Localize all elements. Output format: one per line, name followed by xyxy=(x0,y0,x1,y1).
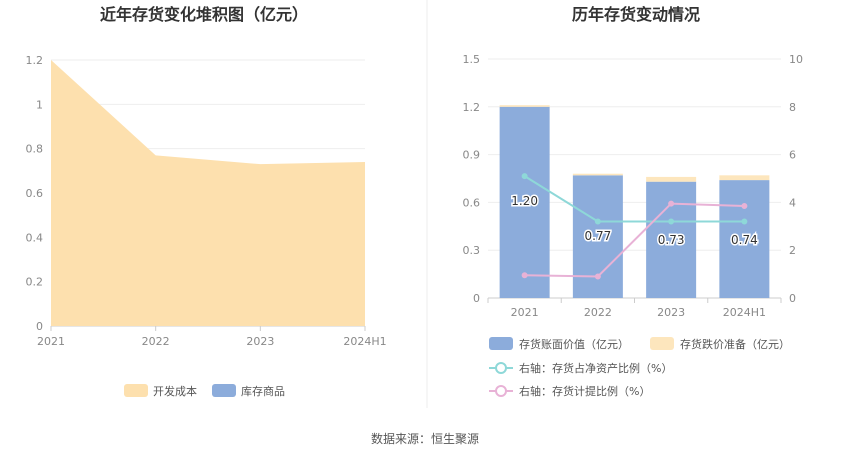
legend-item-net-asset-ratio[interactable]: 右轴：存货占净资产比例（%） xyxy=(489,361,672,375)
point-provision-ratio[interactable] xyxy=(594,273,601,280)
right-legend: 存货账面价值（亿元） 存货跌价准备（亿元） 右轴：存货占净资产比例（%） 右轴：… xyxy=(489,337,790,398)
legend-item-provision-ratio[interactable]: 右轴：存货计提比例（%） xyxy=(489,384,650,398)
inventory-stacked-area-chart: 近年存货变化堆积图（亿元） 0 0.2 0.4 0.6 0.8 1 1.2 2021 2022… xyxy=(26,5,387,398)
left-y-axis: 0 0.2 0.4 0.6 0.8 1 1.2 xyxy=(26,54,44,333)
point-net-asset-ratio[interactable] xyxy=(668,218,675,225)
left-y-tick-label: 1 xyxy=(36,98,43,111)
right-y-tick-label: 0.9 xyxy=(463,149,481,162)
point-provision-ratio[interactable] xyxy=(668,200,675,207)
left-y-tick-label: 0.6 xyxy=(26,187,44,200)
right-y2-tick-label: 8 xyxy=(789,101,796,114)
bar-value-label: 0.73 xyxy=(658,233,685,247)
right-y-tick-label: 0.6 xyxy=(463,196,481,209)
legend-swatch-dev-cost xyxy=(124,384,148,397)
point-provision-ratio[interactable] xyxy=(521,272,528,279)
legend-item-dev-cost[interactable]: 开发成本 xyxy=(124,384,197,398)
right-y2-tick-label: 4 xyxy=(789,196,796,209)
point-provision-ratio[interactable] xyxy=(741,202,748,209)
right-y-axis-right: 0 2 4 6 8 10 xyxy=(789,53,803,305)
right-y2-tick-label: 6 xyxy=(789,149,796,162)
right-x-axis: 2021 2022 2023 2024H1 xyxy=(487,298,782,319)
right-x-tick-label: 2024H1 xyxy=(723,306,766,319)
legend-swatch-impairment xyxy=(650,337,674,350)
left-y-tick-label: 0.2 xyxy=(26,276,44,289)
right-chart-title: 历年存货变动情况 xyxy=(572,5,700,24)
legend-item-book-value[interactable]: 存货账面价值（亿元） xyxy=(489,337,629,351)
right-x-tick-label: 2022 xyxy=(584,306,612,319)
legend-label-book-value: 存货账面价值（亿元） xyxy=(519,337,629,351)
legend-marker-provision-ratio xyxy=(495,385,507,397)
point-net-asset-ratio[interactable] xyxy=(594,218,601,225)
left-x-tick-label: 2022 xyxy=(142,335,170,348)
legend-swatch-inventory-goods xyxy=(212,384,236,397)
point-net-asset-ratio[interactable] xyxy=(521,173,528,180)
left-chart-title: 近年存货变化堆积图（亿元） xyxy=(100,5,308,24)
bar-impairment[interactable] xyxy=(646,176,697,182)
inventory-change-bar-chart: 历年存货变动情况 1.20 0.77 0.73 0.74 0 0.3 0.6 0.9 1.2 1… xyxy=(463,5,804,398)
right-bar-series xyxy=(499,105,770,298)
right-y-tick-label: 1.5 xyxy=(463,53,481,66)
right-x-tick-label: 2023 xyxy=(657,306,685,319)
right-y2-tick-label: 10 xyxy=(789,53,803,66)
line-net-asset-ratio xyxy=(524,175,745,223)
right-y-axis-left: 0 0.3 0.6 0.9 1.2 1.5 xyxy=(463,53,481,305)
bar-impairment[interactable] xyxy=(499,105,550,107)
left-legend: 开发成本 库存商品 xyxy=(124,384,285,398)
legend-label-inventory-goods: 库存商品 xyxy=(241,384,285,398)
right-y-tick-label: 1.2 xyxy=(463,101,481,114)
legend-label-impairment: 存货跌价准备（亿元） xyxy=(680,337,790,351)
legend-item-impairment[interactable]: 存货跌价准备（亿元） xyxy=(650,337,790,351)
data-source: 数据来源：恒生聚源 xyxy=(371,431,479,446)
right-y2-tick-label: 0 xyxy=(789,292,796,305)
right-y-tick-label: 0.3 xyxy=(463,244,481,257)
left-x-tick-label: 2024H1 xyxy=(343,335,386,348)
legend-label-provision-ratio: 右轴：存货计提比例（%） xyxy=(519,384,650,398)
right-x-tick-label: 2021 xyxy=(511,306,539,319)
bar-book-value[interactable] xyxy=(499,106,550,298)
left-y-tick-label: 1.2 xyxy=(26,54,44,67)
bar-impairment[interactable] xyxy=(719,175,770,181)
right-line-series xyxy=(521,173,748,280)
legend-label-net-asset-ratio: 右轴：存货占净资产比例（%） xyxy=(519,361,672,375)
bar-value-label: 0.74 xyxy=(731,233,758,247)
legend-swatch-book-value xyxy=(489,337,513,350)
bar-book-value[interactable] xyxy=(719,180,770,298)
left-area-series xyxy=(51,60,365,326)
legend-marker-net-asset-ratio xyxy=(495,362,507,374)
left-x-axis: 2021 2022 2023 2024H1 xyxy=(37,326,387,348)
area-dev-cost xyxy=(51,60,365,326)
right-y2-tick-label: 2 xyxy=(789,244,796,257)
line-provision-ratio xyxy=(524,202,745,278)
bar-value-label: 0.77 xyxy=(585,229,612,243)
legend-item-inventory-goods[interactable]: 库存商品 xyxy=(212,384,285,398)
left-y-tick-label: 0 xyxy=(36,320,43,333)
left-x-tick-label: 2021 xyxy=(37,335,65,348)
left-y-tick-label: 0.8 xyxy=(26,143,44,156)
left-y-tick-label: 0.4 xyxy=(26,231,44,244)
right-bar-labels: 1.20 0.77 0.73 0.74 xyxy=(510,193,759,249)
point-net-asset-ratio[interactable] xyxy=(741,218,748,225)
left-x-tick-label: 2023 xyxy=(246,335,274,348)
bar-value-label: 1.20 xyxy=(511,194,538,208)
legend-label-dev-cost: 开发成本 xyxy=(153,384,197,398)
right-y-tick-label: 0 xyxy=(473,292,480,305)
bar-impairment[interactable] xyxy=(572,173,623,176)
